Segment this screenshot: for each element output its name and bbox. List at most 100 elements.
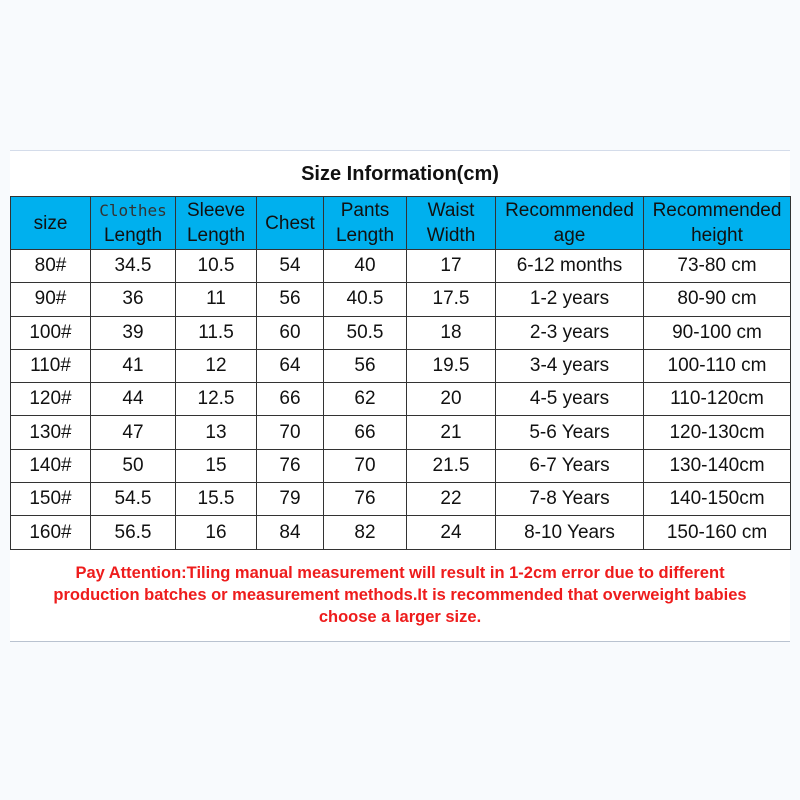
- table-cell: 62: [323, 382, 407, 417]
- table-cell: 76: [323, 482, 407, 517]
- table-cell: 50.5: [323, 315, 407, 350]
- table-cell: 130#: [10, 415, 91, 450]
- table-cell: 54.5: [90, 482, 176, 517]
- table-cell: 56.5: [90, 515, 176, 550]
- table-row: 130# 47 13 70 66 21 5-6 Years 120-130cm: [10, 415, 791, 450]
- table-cell: 21: [406, 415, 496, 450]
- table-cell: 80#: [10, 248, 91, 284]
- table-cell: 90#: [10, 282, 91, 317]
- header-text: age: [553, 225, 586, 246]
- column-header: Recommended age: [495, 196, 644, 250]
- table-cell: 6-7 Years: [495, 448, 644, 484]
- size-table: size Clothes Length Sleeve Length Chest Pants L…: [10, 196, 791, 550]
- table-cell: 4-5 years: [495, 382, 644, 417]
- table-cell: 11.5: [175, 315, 257, 350]
- table-cell: 160#: [10, 515, 91, 550]
- table-row: 80# 34.5 10.5 54 40 17 6-12 months 73-80 cm: [10, 248, 791, 284]
- table-cell: 47: [90, 415, 176, 450]
- table-row: 100# 39 11.5 60 50.5 18 2-3 years 90-100 cm: [10, 315, 791, 350]
- table-cell: 44: [90, 382, 176, 417]
- table-row: 120# 44 12.5 66 62 20 4-5 years 110-120cm: [10, 382, 791, 417]
- table-row: 90# 36 11 56 40.5 17.5 1-2 years 80-90 cm: [10, 282, 791, 317]
- header-text: Pants: [340, 200, 390, 221]
- table-cell: 60: [256, 315, 324, 350]
- table-cell: 7-8 Years: [495, 482, 644, 517]
- table-cell: 79: [256, 482, 324, 517]
- attention-note: Pay Attention:Tiling manual measurement …: [10, 562, 790, 628]
- table-cell: 64: [256, 348, 324, 384]
- table-cell: 50: [90, 448, 176, 484]
- table-cell: 40.5: [323, 282, 407, 317]
- size-chart: Size Information(cm) size Clothes Length Sl…: [10, 150, 791, 642]
- table-cell: 16: [175, 515, 257, 550]
- table-row: 140# 50 15 76 70 21.5 6-7 Years 130-140cm: [10, 448, 791, 484]
- table-cell: 8-10 Years: [495, 515, 644, 550]
- table-cell: 56: [323, 348, 407, 384]
- table-cell: 130-140cm: [643, 448, 791, 484]
- table-cell: 13: [175, 415, 257, 450]
- header-text: Recommended: [652, 200, 782, 221]
- table-cell: 56: [256, 282, 324, 317]
- table-cell: 18: [406, 315, 496, 350]
- header-text: Sleeve: [186, 200, 246, 221]
- table-cell: 100-110 cm: [643, 348, 791, 384]
- table-cell: 10.5: [175, 248, 257, 284]
- table-cell: 24: [406, 515, 496, 550]
- header-text: Waist: [427, 200, 475, 221]
- table-cell: 36: [90, 282, 176, 317]
- table-cell: 3-4 years: [495, 348, 644, 384]
- table-cell: 66: [256, 382, 324, 417]
- table-cell: 39: [90, 315, 176, 350]
- note-line: Pay Attention:Tiling manual measurement …: [75, 564, 725, 582]
- table-cell: 11: [175, 282, 257, 317]
- table-cell: 150#: [10, 482, 91, 517]
- table-row: 110# 41 12 64 56 19.5 3-4 years 100-110 cm: [10, 348, 791, 384]
- table-cell: 84: [256, 515, 324, 550]
- table-cell: 22: [406, 482, 496, 517]
- column-header: Sleeve Length: [175, 196, 257, 250]
- table-cell: 90-100 cm: [643, 315, 791, 350]
- table-cell: 66: [323, 415, 407, 450]
- table-cell: 17.5: [406, 282, 496, 317]
- table-cell: 82: [323, 515, 407, 550]
- table-cell: 15: [175, 448, 257, 484]
- table-row: 160# 56.5 16 84 82 24 8-10 Years 150-160 cm: [10, 515, 791, 550]
- table-cell: 70: [256, 415, 324, 450]
- table-cell: 1-2 years: [495, 282, 644, 317]
- table-cell: 80-90 cm: [643, 282, 791, 317]
- header-text: size: [33, 212, 68, 234]
- column-header: size: [10, 196, 91, 250]
- header-text: height: [691, 225, 743, 246]
- table-cell: 120#: [10, 382, 91, 417]
- table-row: 150# 54.5 15.5 79 76 22 7-8 Years 140-150cm: [10, 482, 791, 517]
- table-cell: 120-130cm: [643, 415, 791, 450]
- table-cell: 6-12 months: [495, 248, 644, 284]
- header-text: Length: [335, 225, 395, 246]
- header-text: Recommended: [505, 200, 634, 221]
- column-header: Clothes Length: [90, 196, 176, 250]
- table-cell: 73-80 cm: [643, 248, 791, 284]
- table-cell: 19.5: [406, 348, 496, 384]
- table-cell: 41: [90, 348, 176, 384]
- header-row: size Clothes Length Sleeve Length Chest Pants L…: [10, 196, 791, 250]
- table-cell: 40: [323, 248, 407, 284]
- header-text: Length: [186, 225, 246, 246]
- table-cell: 20: [406, 382, 496, 417]
- table-cell: 110#: [10, 348, 91, 384]
- table-cell: 76: [256, 448, 324, 484]
- note-line: production batches or measurement method…: [53, 586, 747, 604]
- header-text: Clothes: [99, 201, 167, 220]
- table-cell: 54: [256, 248, 324, 284]
- table-cell: 21.5: [406, 448, 496, 484]
- table-cell: 34.5: [90, 248, 176, 284]
- chart-title: Size Information(cm): [301, 163, 499, 185]
- table-cell: 100#: [10, 315, 91, 350]
- table-cell: 17: [406, 248, 496, 284]
- column-header: Pants Length: [323, 196, 407, 250]
- table-cell: 70: [323, 448, 407, 484]
- note-line: choose a larger size.: [318, 608, 482, 626]
- table-cell: 12: [175, 348, 257, 384]
- table-cell: 150-160 cm: [643, 515, 791, 550]
- column-header: Waist Width: [406, 196, 496, 250]
- table-cell: 140#: [10, 448, 91, 484]
